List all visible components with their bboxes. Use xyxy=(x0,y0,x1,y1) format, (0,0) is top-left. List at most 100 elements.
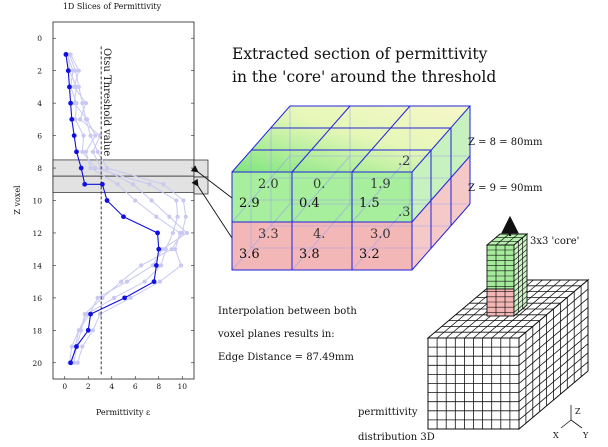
series-5-point-21 xyxy=(68,360,74,366)
series-4-point-11 xyxy=(167,214,172,219)
series-5-point-6 xyxy=(71,133,77,138)
series-5-point-1 xyxy=(63,52,69,57)
series-5-point-14 xyxy=(156,246,162,252)
series-3-point-5 xyxy=(84,117,90,122)
series-2-point-20 xyxy=(72,360,77,365)
series-4-point-18 xyxy=(76,328,81,333)
series-5-point-8 xyxy=(78,165,84,171)
series-3-point-6 xyxy=(93,133,98,138)
extracted-section: 2.0 0. 1.9 3.3 4. 3.0 .2 .3 xyxy=(231,105,472,271)
x-tick-label-5: 8 xyxy=(156,382,161,391)
series-4-point-5 xyxy=(77,117,83,122)
series-4-point-3 xyxy=(72,84,77,90)
section-title-line2: in the 'core' around the threshold xyxy=(232,68,496,86)
series-5-point-20 xyxy=(74,344,79,349)
core-red-front xyxy=(486,288,515,317)
series-1-point-5 xyxy=(73,117,78,122)
ghost-value-2: 0. xyxy=(313,177,325,192)
series-1-point-12 xyxy=(170,230,175,236)
series-5-point-12 xyxy=(121,214,126,220)
series-3-point-7 xyxy=(83,149,88,154)
series-5-point-3 xyxy=(67,84,72,90)
core-side-h xyxy=(513,269,528,282)
series-4-point-13 xyxy=(160,247,165,252)
series-4-point-2 xyxy=(76,68,81,73)
top-grid-a-7 xyxy=(491,279,561,339)
core-side xyxy=(513,233,528,317)
x-tick-label-1: 0 xyxy=(62,382,67,391)
threshold-label: Otsu Threshold value xyxy=(101,48,112,156)
ghost-value-6: 3.0 xyxy=(370,227,391,242)
top-grid-a-9 xyxy=(509,279,580,339)
y-tick-label-4: 6 xyxy=(37,132,42,141)
side-grid-h-6 xyxy=(518,334,589,393)
side-ghost-value-1: .2 xyxy=(398,154,410,169)
y-tick-label-8: 14 xyxy=(32,261,42,270)
ghost-value-1: 2.0 xyxy=(258,177,279,192)
series-3-point-11 xyxy=(154,214,159,219)
series-4-point-19 xyxy=(69,344,74,349)
series-2-point-10 xyxy=(181,198,186,203)
ghost-value-3: 1.9 xyxy=(370,177,391,192)
core-side-h xyxy=(513,243,528,256)
series-3-point-10 xyxy=(133,198,138,203)
series-4-point-4 xyxy=(83,101,88,106)
series-1-point-6 xyxy=(81,133,86,138)
ghost-value-4: 3.3 xyxy=(258,227,279,242)
series-2-point-15 xyxy=(119,279,124,284)
series-5-point-10 xyxy=(99,181,105,187)
core-side-h xyxy=(513,249,528,261)
series-4-point-16 xyxy=(95,295,100,300)
front-value-3: 1.5 xyxy=(359,196,380,211)
series-5-point-13 xyxy=(155,230,160,236)
side-grid-h-7 xyxy=(518,343,589,403)
series-4-point-12 xyxy=(184,230,190,236)
core-side-h xyxy=(513,238,528,251)
series-3-point-19 xyxy=(80,344,85,349)
series-5-point-17 xyxy=(122,295,128,301)
y-tick-label-7: 12 xyxy=(32,229,42,238)
core-side-h xyxy=(513,264,528,277)
series-1-point-15 xyxy=(142,279,147,284)
series-5-point-15 xyxy=(154,263,159,268)
series-2-point-6 xyxy=(88,133,93,138)
permittivity-chart: 1D Slices of Permittivity 0 2 4 6 8 10 0 2 4 6 8 1… xyxy=(13,2,195,417)
axis-triad xyxy=(560,405,583,429)
series-2-point-17 xyxy=(82,311,87,317)
series-3-point-15 xyxy=(157,279,163,284)
cube-side-face xyxy=(518,278,589,431)
axis-x-label: X xyxy=(553,431,559,440)
series-4-point-14 xyxy=(150,263,155,268)
chart-frame xyxy=(52,21,195,380)
series-5-point-11 xyxy=(104,198,110,203)
chart-title: 1D Slices of Permittivity xyxy=(63,2,162,11)
y-tick-label-5: 8 xyxy=(37,164,42,173)
front-value-5: 3.8 xyxy=(299,247,320,262)
core-side-h xyxy=(513,290,528,303)
axis-y-label: Y xyxy=(582,431,589,440)
series-2-point-2 xyxy=(73,68,78,73)
series-layer xyxy=(63,52,190,366)
series-4-point-9 xyxy=(130,182,135,187)
series-5-point-19 xyxy=(85,327,91,333)
series-2-point-7 xyxy=(95,149,100,154)
series-2-point-8 xyxy=(104,165,110,171)
series-2-point-11 xyxy=(183,214,188,219)
x-tick-label-4: 6 xyxy=(133,382,138,391)
core-side-h xyxy=(513,285,528,298)
side-face-z9 xyxy=(412,156,470,270)
ghost-value-5: 4. xyxy=(313,227,325,242)
series-3-point-13 xyxy=(173,247,178,252)
caption-line1: permittivity xyxy=(358,407,418,418)
series-2-point-9 xyxy=(161,182,166,187)
core-side-h xyxy=(513,275,528,287)
series-1-point-8 xyxy=(93,165,98,171)
series-3-point-8 xyxy=(88,165,93,171)
side-ghost-value-2: .3 xyxy=(398,205,410,220)
section-title-line1: Extracted section of permittivity xyxy=(232,45,488,63)
series-1-point-16 xyxy=(112,295,117,300)
series-5-point-16 xyxy=(151,279,157,285)
core-side-h xyxy=(513,254,528,266)
front-value-6: 3.2 xyxy=(359,247,380,262)
top-face xyxy=(232,106,470,172)
